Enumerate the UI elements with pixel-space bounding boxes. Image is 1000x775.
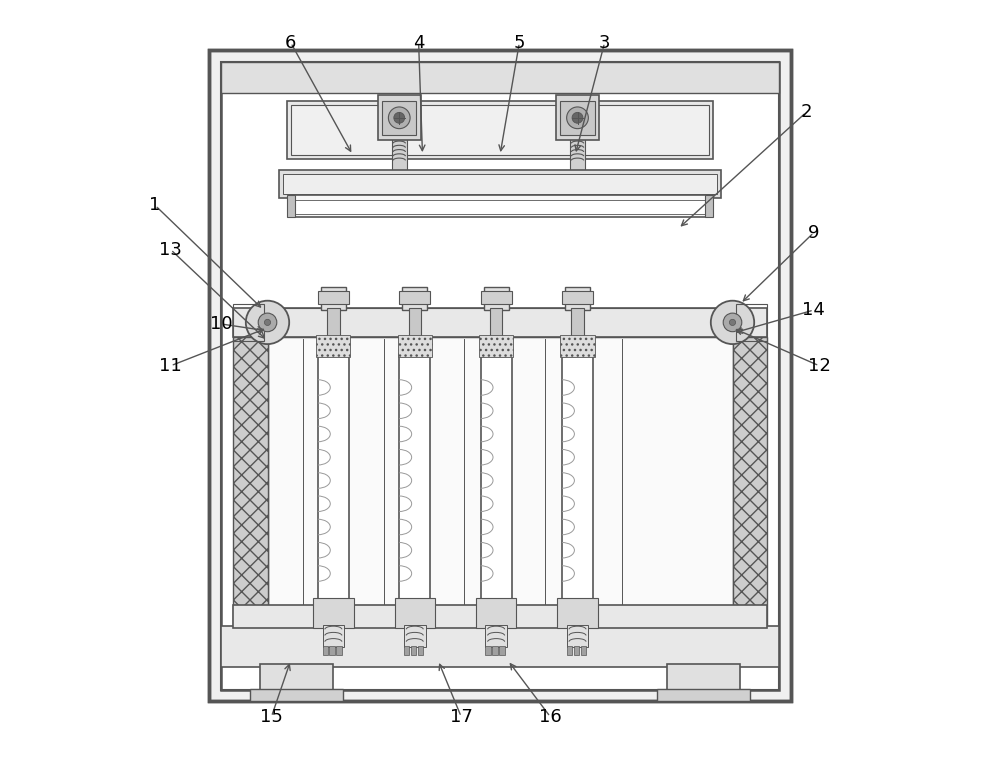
Bar [283,174,717,194]
Text: 12: 12 [808,356,831,375]
Bar [329,646,335,655]
Circle shape [264,319,271,325]
Bar [291,195,709,217]
Bar [560,335,595,357]
Bar [323,646,328,655]
Text: 11: 11 [159,356,182,375]
Bar [557,598,598,628]
Bar [268,337,732,628]
Circle shape [723,313,742,332]
Bar [402,287,427,310]
Bar [398,335,432,357]
Bar [399,354,430,601]
Bar [221,62,779,690]
Bar [404,646,409,655]
Text: 16: 16 [539,708,562,726]
Bar [560,101,595,135]
Bar [565,287,590,310]
Bar [732,337,767,628]
Circle shape [246,301,289,344]
Text: 4: 4 [413,33,424,52]
Bar [574,646,579,655]
Bar [479,335,513,357]
Bar [556,95,599,140]
Bar [657,689,750,701]
Bar [567,625,588,647]
Bar [481,291,512,304]
Bar [485,625,507,647]
Bar [476,598,516,628]
Text: 1: 1 [149,196,161,215]
Bar [221,62,779,690]
Text: 15: 15 [260,708,283,726]
Bar [570,138,585,178]
Bar [399,291,430,304]
Circle shape [258,313,277,332]
Bar [260,664,333,691]
Bar [409,308,421,337]
Bar [287,101,713,159]
Bar [418,646,423,655]
Bar [221,62,779,93]
Text: 5: 5 [514,33,525,52]
Text: 6: 6 [285,33,296,52]
Bar [485,646,491,655]
Bar [562,291,593,304]
Bar [233,308,767,337]
Circle shape [567,107,588,129]
Bar [233,304,264,341]
Bar [404,625,426,647]
Bar [209,50,791,701]
Bar [318,354,349,601]
Bar [705,195,713,217]
Bar [395,598,435,628]
Text: 2: 2 [800,103,812,122]
Circle shape [388,107,410,129]
Bar [490,308,502,337]
Bar [316,335,350,357]
Bar [291,105,709,155]
Bar [411,646,416,655]
Bar [667,664,740,691]
Circle shape [572,112,583,123]
Circle shape [711,301,754,344]
Bar [481,354,512,601]
Text: 9: 9 [808,223,820,242]
Bar [571,308,584,337]
Bar [382,101,416,135]
Bar [327,308,340,337]
Bar [492,646,498,655]
Bar [233,337,268,628]
Bar [378,95,421,140]
Text: 3: 3 [599,33,610,52]
Text: 10: 10 [210,315,232,333]
Bar [323,625,344,647]
Bar [321,287,346,310]
Bar [209,50,791,701]
Bar [221,626,779,666]
Bar [233,604,767,628]
Bar [250,689,343,701]
Text: 17: 17 [450,708,473,726]
Text: 14: 14 [802,301,825,319]
Bar [484,287,509,310]
Bar [279,170,721,198]
Bar [736,304,767,341]
Text: 13: 13 [159,240,182,259]
Bar [287,195,295,217]
Bar [562,354,593,601]
Bar [581,646,586,655]
Circle shape [729,319,736,325]
Bar [295,200,705,214]
Circle shape [394,112,405,123]
Bar [392,138,407,178]
Bar [336,646,342,655]
Bar [318,291,349,304]
Bar [499,646,505,655]
Bar [567,646,572,655]
Bar [313,598,354,628]
